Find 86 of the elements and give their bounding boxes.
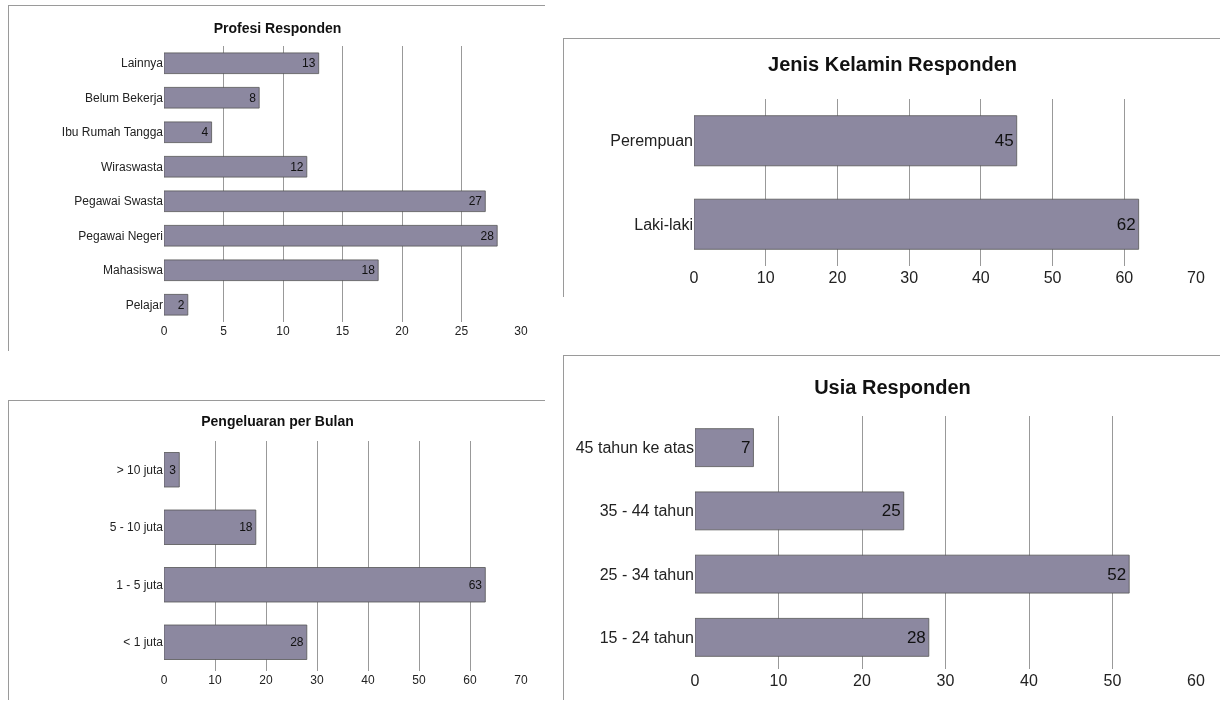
bar: [164, 624, 308, 660]
y-tick-label: > 10 juta: [116, 462, 164, 477]
data-label: 3: [169, 462, 177, 477]
chart-title: Usia Responden: [814, 376, 971, 399]
x-tick-label: 30: [310, 673, 324, 687]
x-tick-label: 20: [853, 672, 871, 689]
data-label: 28: [290, 635, 304, 650]
data-label: 28: [906, 627, 926, 647]
x-tick-label: 50: [412, 673, 426, 687]
x-tick-label: 40: [361, 673, 375, 687]
data-label: 62: [1116, 214, 1136, 234]
y-tick-label: Pegawai Negeri: [78, 228, 163, 243]
y-tick-label: Mahasiswa: [102, 263, 164, 278]
x-tick-label: 0: [690, 672, 700, 689]
bar: [164, 156, 308, 178]
bar: [164, 190, 486, 212]
y-tick-label: Pelajar: [125, 297, 163, 312]
y-tick-label: 35 - 44 tahun: [599, 502, 694, 520]
x-tick-label: 70: [514, 673, 528, 687]
data-label: 12: [290, 159, 304, 174]
x-tick-label: 0: [160, 324, 168, 338]
bar: [164, 121, 212, 143]
bar: [164, 225, 498, 247]
data-label: 4: [201, 125, 209, 140]
y-tick-label: Lainnya: [120, 56, 164, 71]
y-tick-label: 5 - 10 juta: [109, 520, 164, 535]
chart-title: Pengeluaran per Bulan: [201, 412, 354, 429]
x-tick-label: 25: [454, 324, 469, 338]
data-label: 2: [177, 297, 185, 312]
data-label: 7: [740, 438, 751, 458]
y-tick-label: 45 tahun ke atas: [575, 439, 694, 457]
data-label: 63: [468, 577, 483, 592]
bar: [695, 554, 1130, 594]
bar: [164, 52, 320, 74]
data-label: 45: [994, 131, 1014, 151]
y-tick-label: Belum Bekerja: [84, 90, 164, 105]
data-label: 52: [1107, 564, 1127, 584]
y-tick-label: 1 - 5 juta: [116, 577, 164, 592]
x-tick-label: 10: [276, 324, 290, 338]
bar: [164, 294, 189, 316]
x-tick-label: 30: [514, 324, 528, 338]
y-tick-label: 15 - 24 tahun: [599, 628, 694, 646]
x-tick-label: 50: [1103, 672, 1122, 689]
bar: [164, 509, 257, 545]
x-tick-label: 10: [769, 672, 788, 689]
x-tick-label: 60: [463, 673, 477, 687]
bar: [164, 567, 486, 603]
y-tick-label: Pegawai Swasta: [74, 194, 164, 209]
bar: [695, 618, 930, 657]
x-tick-label: 20: [828, 269, 847, 286]
bar: [164, 259, 379, 281]
x-tick-label: 30: [936, 672, 955, 689]
y-tick-label: Perempuan: [610, 132, 693, 150]
x-tick-label: 15: [335, 324, 350, 338]
data-label: 18: [239, 520, 253, 535]
x-tick-label: 60: [1115, 269, 1134, 286]
data-label: 18: [361, 263, 376, 278]
y-tick-label: < 1 juta: [123, 635, 164, 650]
bar: [695, 491, 905, 531]
y-tick-label: 25 - 34 tahun: [599, 565, 694, 583]
bar: [164, 87, 260, 109]
x-tick-label: 60: [1187, 672, 1205, 689]
x-tick-label: 0: [689, 269, 699, 286]
x-tick-label: 0: [160, 673, 168, 687]
x-tick-label: 20: [395, 324, 409, 338]
x-tick-label: 10: [756, 269, 775, 286]
y-tick-label: Ibu Rumah Tangga: [61, 125, 164, 140]
data-label: 13: [302, 56, 316, 71]
x-tick-label: 5: [220, 324, 228, 338]
chart-title: Jenis Kelamin Responden: [768, 53, 1017, 76]
x-tick-label: 70: [1187, 269, 1205, 286]
x-tick-label: 40: [971, 269, 990, 286]
chart-title: Profesi Responden: [213, 20, 342, 37]
bar: [695, 428, 754, 467]
x-tick-label: 50: [1043, 269, 1062, 286]
data-label: 27: [468, 194, 483, 209]
x-tick-label: 40: [1020, 672, 1038, 689]
y-tick-label: Laki-laki: [634, 215, 693, 233]
data-label: 28: [480, 228, 495, 243]
data-label: 8: [249, 90, 257, 105]
x-tick-label: 20: [259, 673, 273, 687]
bar: [164, 452, 180, 488]
x-tick-label: 10: [208, 673, 222, 687]
y-tick-label: Wiraswasta: [100, 159, 164, 174]
x-tick-label: 30: [900, 269, 919, 286]
data-label: 25: [881, 501, 901, 521]
